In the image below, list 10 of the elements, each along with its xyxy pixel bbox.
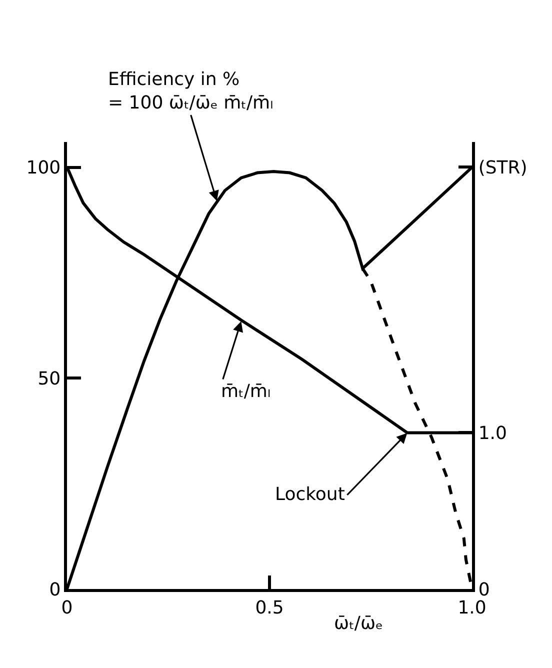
y-tick-label: 0 xyxy=(49,579,61,600)
x-tick-label: 0.5 xyxy=(255,597,284,618)
y-tick-label: 50 xyxy=(38,368,61,390)
annotation: Lockout xyxy=(275,484,345,505)
y-tick-label: 100 xyxy=(26,158,61,179)
y2-tick-label: (STR) xyxy=(478,157,528,178)
y2-tick-label: 1.0 xyxy=(478,423,507,444)
annotation: m̄ₜ/m̄ₗ xyxy=(221,381,270,402)
annotation: Efficiency in % = 100 ω̄ₜ/ω̄ₑ m̄ₜ/m̄ₗ xyxy=(108,69,274,114)
x-axis-title: ω̄ₜ/ω̄ₑ xyxy=(334,613,384,634)
